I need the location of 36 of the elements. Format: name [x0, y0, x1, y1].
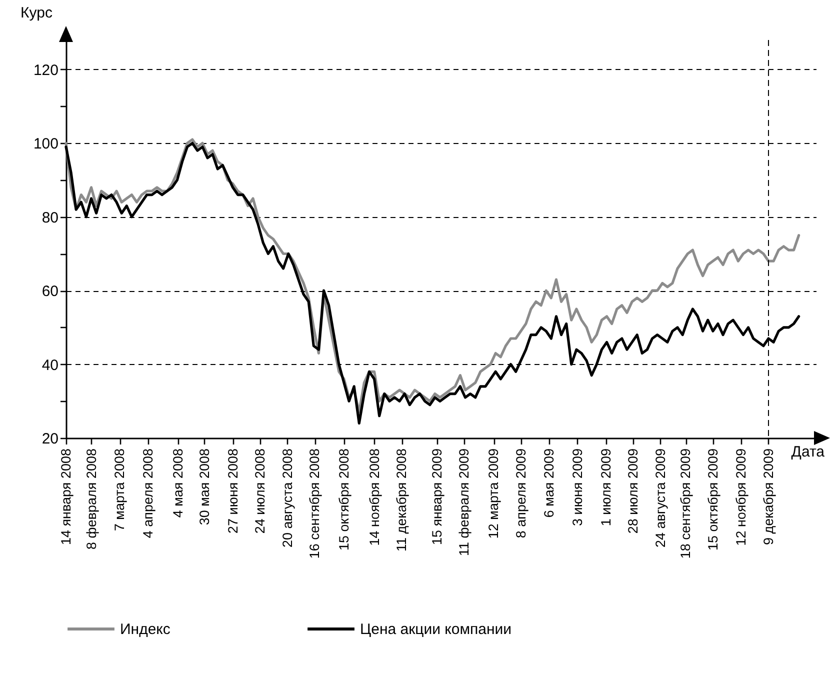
y-tick-label: 100	[33, 136, 58, 153]
y-tick-label: 60	[42, 283, 58, 300]
y-tick-label: 40	[42, 356, 58, 374]
x-tick-label: 24 августа 2009	[652, 448, 668, 548]
x-tick-label: 9 декабря 2009	[760, 448, 776, 546]
x-tick-label: 14 ноября 2008	[366, 448, 382, 546]
legend-label: Цена акции компании	[360, 621, 512, 638]
x-tick-label: 15 октября 2008	[336, 448, 352, 551]
legend-label: Индекс	[120, 621, 171, 638]
x-tick-label: 8 апреля 2009	[513, 448, 528, 538]
x-tick-label: 15 января 2009	[429, 448, 444, 546]
x-tick-label: 18 сентября 2009	[678, 448, 694, 559]
x-tick-label: 16 сентября 2008	[307, 448, 322, 559]
x-tick-label: 3 июня 2009	[570, 448, 585, 526]
x-tick-label: 20 августа 2008	[280, 448, 295, 548]
x-axis-title: Дата	[791, 444, 826, 460]
x-tick-label: 28 июля 2009	[626, 448, 641, 534]
x-tick-label: 12 марта 2009	[486, 448, 502, 539]
x-tick-label: 11 декабря 2008	[394, 448, 410, 552]
y-tick-label: 80	[42, 209, 58, 226]
x-tick-label: 4 апреля 2008	[140, 448, 156, 538]
x-tick-label: 24 июля 2008	[252, 448, 268, 534]
x-tick-label: 4 мая 2008	[170, 448, 186, 518]
y-tick-label: 120	[33, 62, 58, 79]
x-tick-label: 1 июля 2009	[598, 448, 614, 526]
x-tick-label: 27 июня 2008	[225, 448, 240, 534]
x-tick-label: 6 мая 2009	[542, 448, 557, 518]
x-tick-label: 30 мая 2008	[196, 448, 212, 526]
x-tick-label: 12 ноября 2009	[734, 448, 749, 546]
y-axis-title: Курс	[20, 4, 53, 22]
y-tick-label: 20	[42, 430, 58, 448]
x-tick-label: 15 октября 2009	[705, 448, 720, 551]
x-tick-label: 7 марта 2008	[112, 448, 128, 532]
x-tick-label: 11 февраля 2009	[456, 448, 472, 556]
x-tick-label: 8 февраля 2008	[84, 448, 99, 550]
x-tick-label: 14 января 2008	[58, 448, 74, 546]
